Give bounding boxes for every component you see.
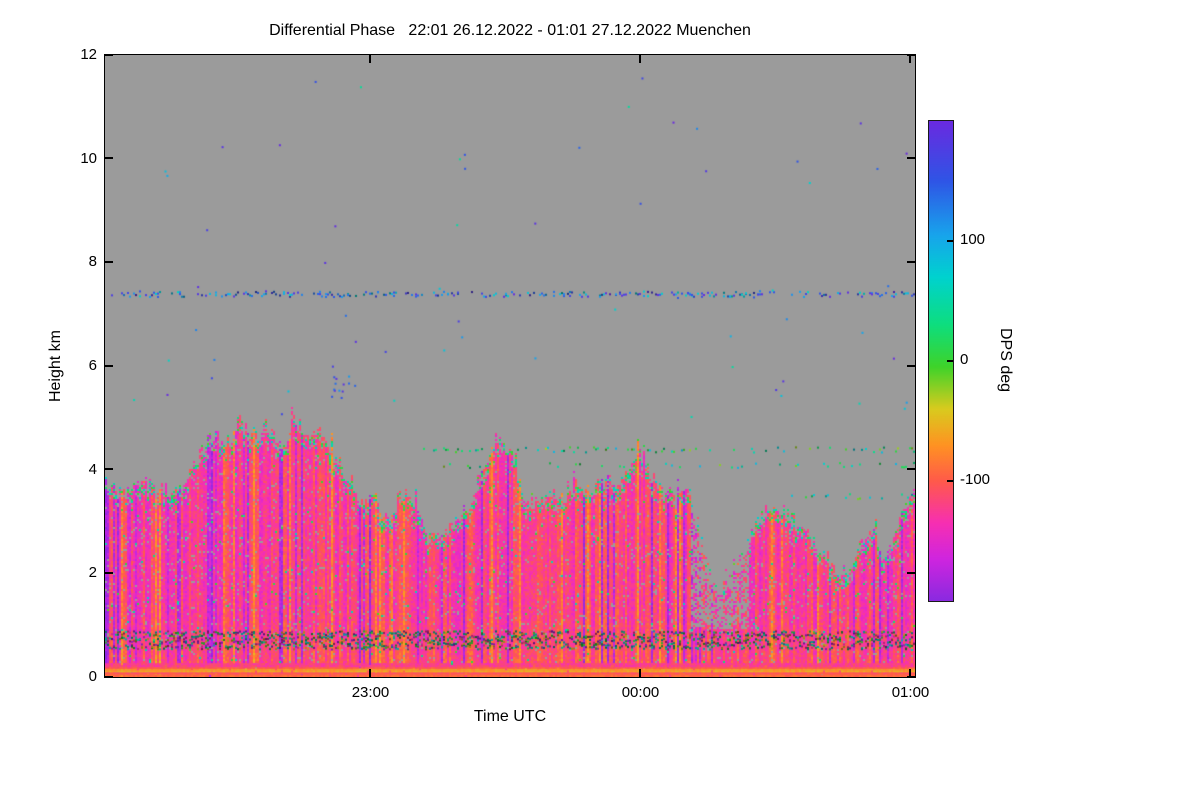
colorbar-tick-mark: [947, 480, 953, 482]
x-axis-tick-mark: [369, 54, 371, 63]
y-axis-tick-mark: [104, 571, 113, 574]
colorbar: [928, 120, 954, 602]
y-axis-tick-mark: [906, 260, 915, 263]
x-axis-tick-mark: [639, 54, 641, 63]
colorbar-tick-label: 0: [960, 351, 969, 368]
y-tick-label: 10: [80, 149, 97, 167]
y-tick-label: 6: [88, 357, 97, 374]
x-axis-tick-mark: [369, 668, 371, 677]
x-axis-tick-mark: [639, 668, 641, 677]
x-axis-label: Time UTC: [473, 708, 547, 725]
y-axis-tick-mark: [104, 468, 113, 471]
y-axis-tick-mark: [906, 364, 915, 367]
colorbar-tick-mark: [947, 240, 953, 242]
y-tick-label: 0: [88, 668, 97, 685]
y-axis-tick-mark: [104, 260, 113, 263]
y-axis-tick-mark: [104, 364, 113, 367]
chart-title: Differential Phase 22:01 26.12.2022 - 01…: [269, 22, 751, 39]
x-tick-label: 01:00: [891, 684, 930, 701]
y-tick-label: 12: [80, 46, 97, 63]
colorbar-tick-label: -100: [960, 471, 991, 488]
plot-area: [103, 53, 916, 678]
y-tick-label: 4: [88, 460, 97, 478]
y-axis-tick-mark: [906, 571, 915, 574]
y-axis-tick-mark: [104, 54, 113, 56]
y-tick-label: 8: [88, 253, 97, 271]
heatmap-canvas: [104, 54, 915, 677]
x-tick-label: 23:00: [351, 684, 390, 701]
y-axis-tick-mark: [104, 675, 113, 677]
colorbar-tick-label: 100: [960, 231, 986, 248]
colorbar-tick-mark: [947, 360, 953, 362]
x-tick-label: 00:00: [621, 684, 660, 701]
y-tick-label: 2: [88, 564, 97, 582]
x-axis-tick-mark: [909, 668, 911, 677]
y-axis-tick-mark: [906, 468, 915, 471]
y-axis-tick-mark: [906, 157, 915, 160]
y-axis-tick-mark: [104, 157, 113, 160]
x-axis-tick-mark: [909, 54, 911, 63]
